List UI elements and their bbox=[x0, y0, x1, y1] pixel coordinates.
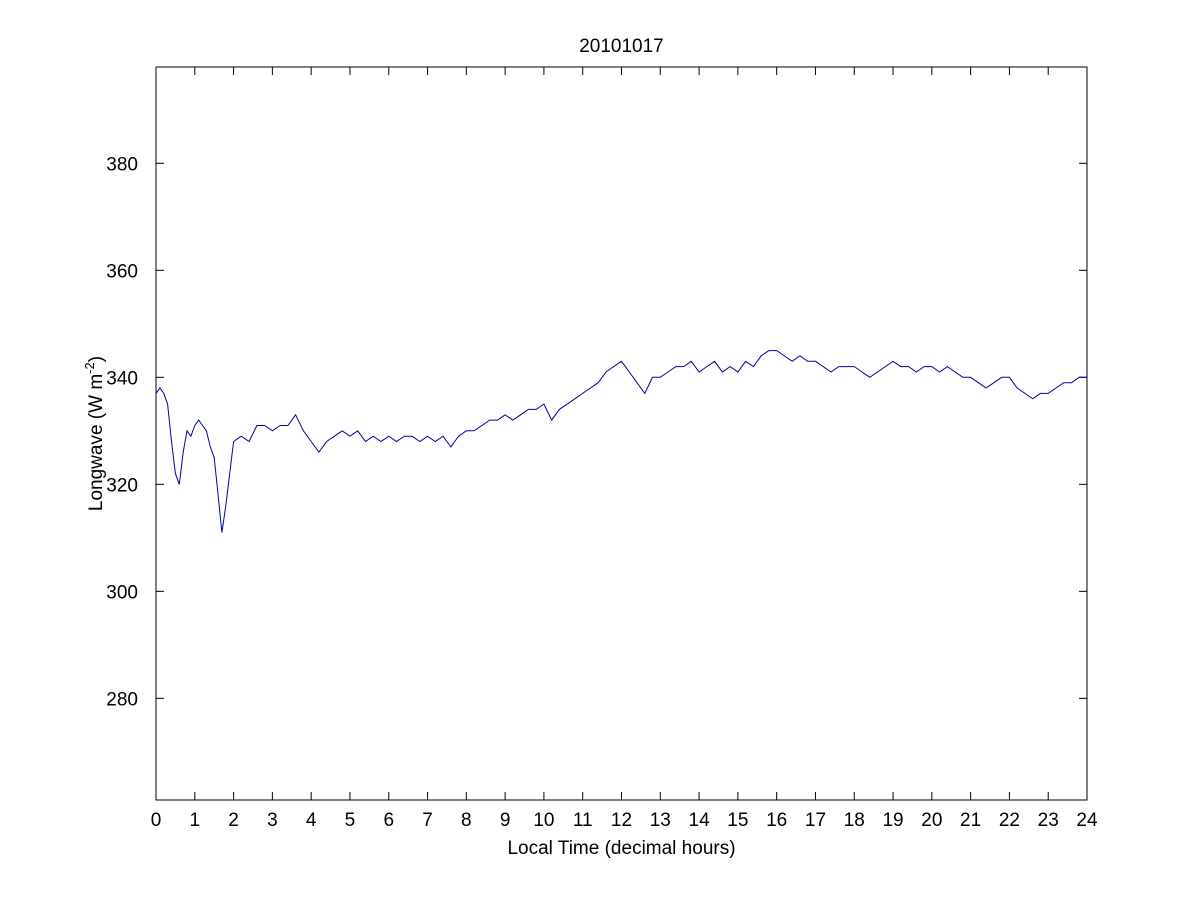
x-tick-label: 1 bbox=[190, 810, 201, 831]
x-tick-label: 23 bbox=[1038, 810, 1059, 831]
x-tick-label: 4 bbox=[306, 810, 317, 831]
x-tick-label: 2 bbox=[228, 810, 239, 831]
x-tick-label: 5 bbox=[345, 810, 356, 831]
y-tick-label: 320 bbox=[106, 475, 138, 496]
x-tick-label: 13 bbox=[650, 810, 671, 831]
x-tick-label: 10 bbox=[533, 810, 554, 831]
x-axis-label: Local Time (decimal hours) bbox=[507, 838, 735, 859]
series-line bbox=[155, 350, 1087, 533]
x-tick-label: 8 bbox=[461, 810, 472, 831]
x-tick-label: 14 bbox=[689, 810, 711, 831]
x-tick-label: 9 bbox=[500, 810, 511, 831]
x-tick-label: 11 bbox=[573, 810, 593, 831]
x-tick-label: 19 bbox=[882, 810, 903, 831]
x-tick-label: 24 bbox=[1076, 810, 1098, 831]
plot-area-frame bbox=[155, 66, 1088, 801]
x-tick-label: 21 bbox=[960, 810, 981, 831]
y-tick-label: 340 bbox=[106, 368, 138, 389]
y-axis-label-superscript: -2 bbox=[82, 362, 97, 374]
x-tick-label: 15 bbox=[727, 810, 748, 831]
y-axis-label-close: ) bbox=[86, 356, 107, 362]
axis-tick-labels: 0 1 2 3 4 5 6 7 8 9 10 11 12 13 14 15 16 17 18 19 20 21 22 23 24… bbox=[106, 154, 1098, 831]
x-tick-label: 12 bbox=[611, 810, 632, 831]
x-tick-label: 18 bbox=[844, 810, 865, 831]
axis-ticks bbox=[155, 67, 1088, 800]
y-tick-label: 300 bbox=[106, 582, 138, 603]
x-tick-label: 20 bbox=[921, 810, 942, 831]
x-tick-label: 0 bbox=[151, 810, 162, 831]
x-tick-label: 16 bbox=[766, 810, 787, 831]
x-tick-label: 7 bbox=[422, 810, 433, 831]
chart-title: 20101017 bbox=[579, 36, 664, 57]
y-tick-label: 360 bbox=[106, 261, 138, 282]
x-tick-label: 3 bbox=[267, 810, 278, 831]
x-tick-label: 6 bbox=[383, 810, 394, 831]
y-axis-label-main: Longwave (W m bbox=[86, 374, 107, 511]
x-tick-label: 17 bbox=[805, 810, 826, 831]
y-axis-label: Longwave (W m-2) bbox=[82, 356, 107, 511]
x-tick-label: 22 bbox=[999, 810, 1020, 831]
y-tick-label: 280 bbox=[106, 689, 138, 710]
y-tick-label: 380 bbox=[106, 154, 138, 175]
